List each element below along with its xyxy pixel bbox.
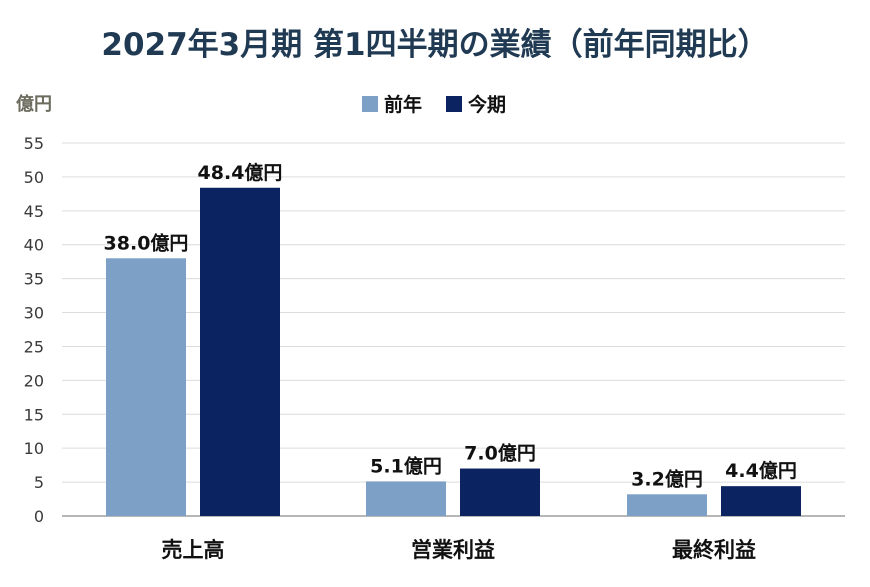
bar-value-label: 38.0億円 (104, 231, 189, 254)
y-tick-label: 0 (34, 507, 44, 526)
y-tick-label: 30 (24, 304, 44, 323)
bar-value-label: 5.1億円 (370, 454, 442, 477)
bar-value-label: 4.4億円 (725, 459, 797, 482)
legend-swatch-current (446, 96, 462, 112)
bar-previous (106, 258, 186, 516)
y-tick-label: 5 (34, 473, 44, 492)
bar-current (721, 486, 801, 516)
x-category-label: 営業利益 (411, 538, 495, 562)
x-category-label: 最終利益 (672, 538, 756, 562)
bar-current (460, 468, 540, 516)
bar-previous (366, 481, 446, 516)
bar-value-label: 7.0億円 (464, 442, 536, 465)
bar-value-label: 3.2億円 (631, 467, 703, 490)
y-tick-label: 50 (24, 168, 44, 187)
gridlines (62, 142, 845, 517)
y-tick-label: 55 (24, 134, 44, 153)
y-tick-label: 35 (24, 270, 44, 289)
x-axis-category-labels: 売上高 営業利益 最終利益 (162, 538, 757, 562)
bars (106, 187, 801, 516)
bar-value-label: 48.4億円 (198, 161, 283, 184)
y-tick-label: 15 (24, 405, 44, 424)
legend-label: 前年 (384, 93, 422, 116)
y-tick-label: 10 (24, 439, 44, 458)
y-tick-label: 45 (24, 202, 44, 221)
y-axis-unit-label: 億円 (16, 93, 52, 115)
chart-title: 2027年3月期 第1四半期の業績（前年同期比） (101, 27, 768, 63)
y-axis-ticks: 0 5 10 15 20 25 30 35 40 45 50 55 (24, 134, 44, 526)
bar-previous (627, 494, 707, 516)
y-tick-label: 25 (24, 337, 44, 356)
x-category-label: 売上高 (162, 538, 225, 562)
legend: 前年 今期 (362, 93, 506, 116)
legend-swatch-previous (362, 96, 378, 112)
legend-label: 今期 (467, 93, 506, 116)
bar-current (200, 187, 280, 516)
y-tick-label: 40 (24, 236, 44, 255)
y-tick-label: 20 (24, 371, 44, 390)
value-labels: 38.0億円 48.4億円 5.1億円 7.0億円 3.2億円 4.4億円 (104, 161, 797, 491)
